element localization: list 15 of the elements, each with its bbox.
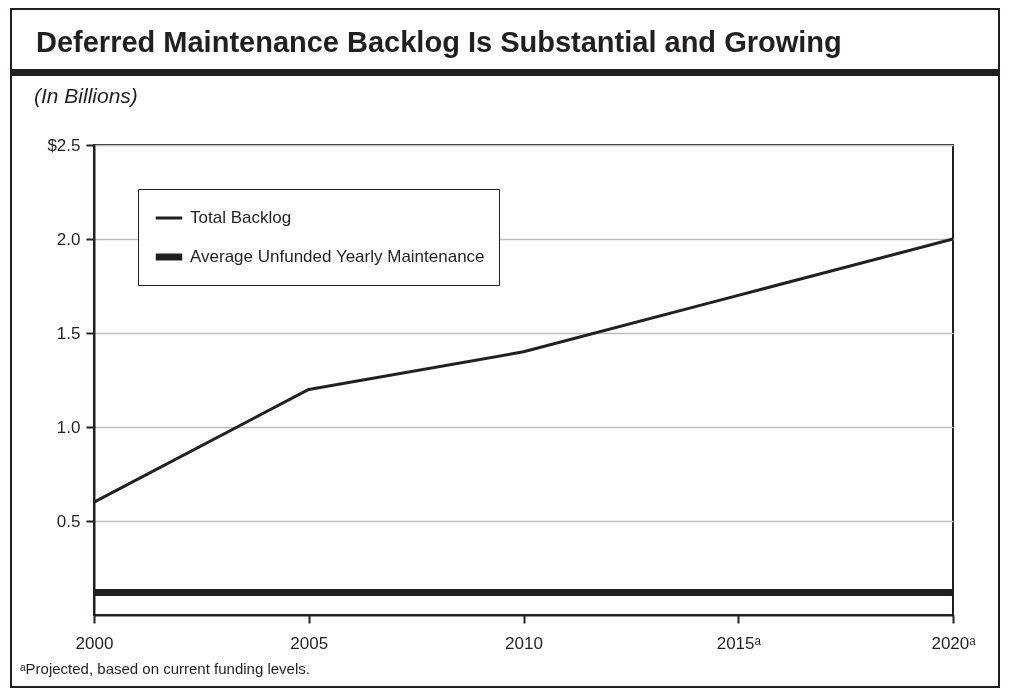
x-tick-label: 2000 [75, 633, 114, 653]
chart-subtitle: (In Billions) [33, 83, 139, 108]
x-tick-label: 2020ᵃ [931, 633, 977, 653]
y-tick-label: 0.5 [56, 511, 81, 531]
y-tick-label: 1.5 [56, 323, 81, 343]
x-tick-label: 2010 [505, 633, 543, 653]
chart-title: Deferred Maintenance Backlog Is Substantial and Growing [12, 10, 998, 76]
legend-label: Total Backlog [190, 208, 292, 227]
y-tick-label: 2.0 [56, 229, 81, 249]
y-tick-label: 1.0 [56, 417, 81, 437]
text: ᵃProjected, based on current funding levels. [20, 660, 310, 677]
y-tick-label: $2.5 [47, 135, 81, 155]
legend-label: Average Unfunded Yearly Maintenance [190, 247, 485, 266]
x-tick-label: 2005 [290, 633, 329, 653]
x-tick-label: 2015ᵃ [716, 633, 762, 653]
